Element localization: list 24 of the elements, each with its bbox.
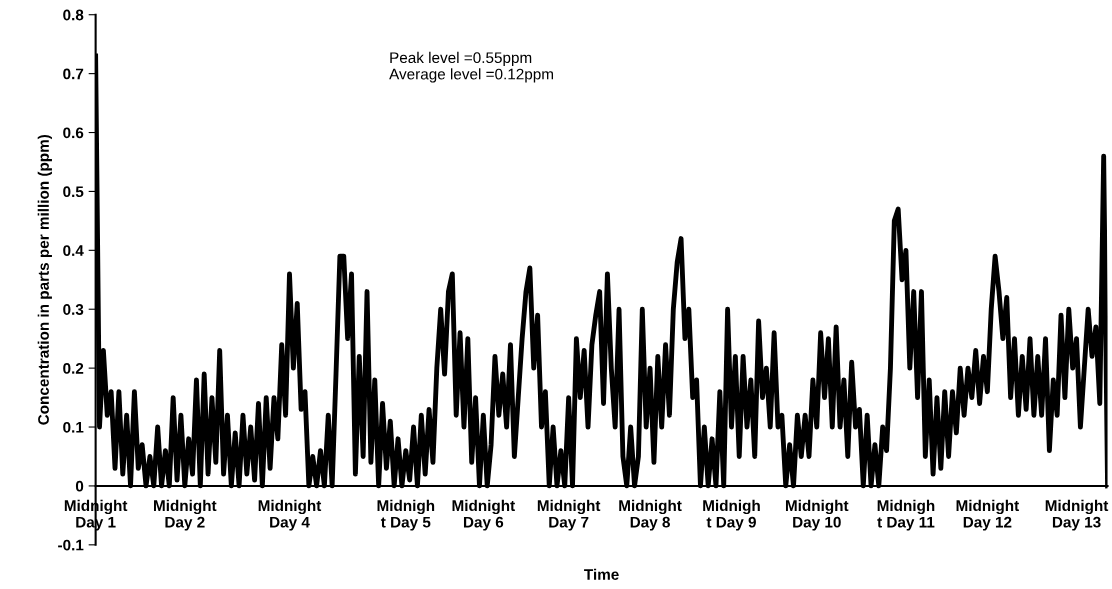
x-tick-label: Midnight Day 4 (258, 499, 322, 531)
y-tick-label: 0.7 (63, 68, 84, 80)
y-tick-label: 0 (75, 480, 84, 492)
y-tick-label: -0.1 (58, 539, 84, 551)
x-axis-title: Time (584, 568, 619, 580)
annotation: Peak level =0.55ppm Average level =0.12ppm (389, 51, 553, 83)
y-tick-label: 0.2 (63, 362, 84, 374)
x-tick-label: Midnigh t Day 9 (703, 499, 760, 531)
y-tick-label: 0.4 (63, 245, 84, 257)
x-tick-label: Midnight Day 12 (956, 499, 1019, 531)
x-tick-label: Midnight Day 7 (537, 499, 601, 531)
x-tick-label: Midnight Day 8 (619, 499, 682, 531)
y-tick-label: 0.5 (63, 186, 84, 198)
y-axis-title: Concentration in parts per million (ppm) (37, 134, 52, 425)
y-tick-label: 0.1 (63, 421, 84, 433)
x-tick-label: Midnight Day 2 (154, 499, 217, 531)
x-tick-label: Midnigh t Day 5 (377, 499, 435, 531)
y-tick-label: 0.3 (63, 304, 84, 315)
x-tick-label: Midnigh t Day 11 (877, 499, 935, 531)
x-tick-label: Midnight Day 6 (452, 499, 515, 531)
y-tick-label: 0.8 (63, 9, 84, 21)
x-tick-label: Midnight Day 13 (1045, 499, 1109, 531)
x-tick-label: Midnight Day 10 (785, 499, 849, 531)
y-tick-label: 0.6 (63, 127, 84, 139)
